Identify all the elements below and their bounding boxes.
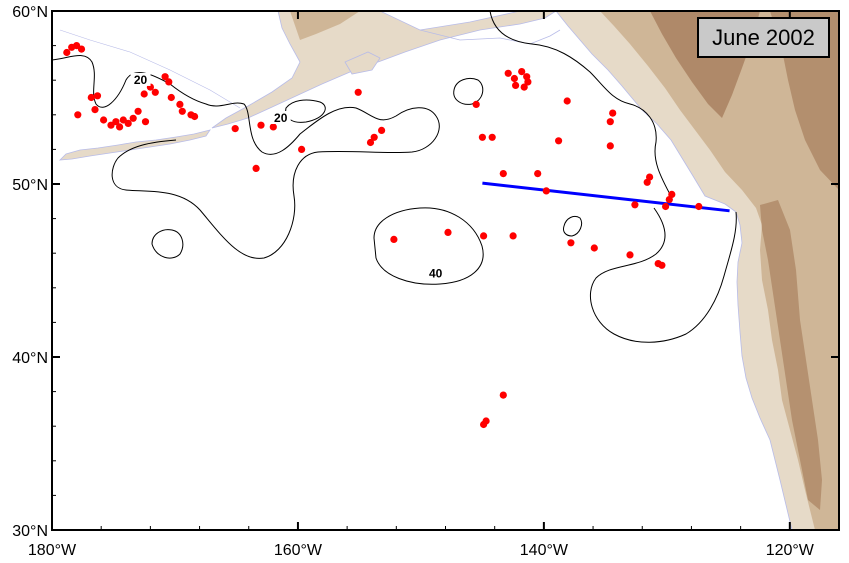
station-point-42 — [499, 170, 507, 178]
station-point-31 — [298, 145, 306, 153]
lon-tick-label-3: 120°W — [766, 542, 815, 559]
station-point-8 — [100, 116, 108, 124]
station-point-38 — [480, 232, 488, 240]
station-point-54 — [563, 97, 571, 105]
station-point-72 — [499, 391, 507, 399]
station-point-57 — [606, 118, 614, 126]
longitude-axis: 180°W 160°W 140°W 120°W — [28, 11, 840, 559]
lon-tick-label-1: 160°W — [274, 542, 323, 559]
station-point-41 — [488, 133, 496, 141]
station-point-63 — [646, 173, 654, 181]
station-point-55 — [567, 239, 575, 247]
contour-labels: 20 20 40 — [130, 72, 446, 281]
station-point-34 — [370, 133, 378, 141]
contour-label-bg-0 — [130, 72, 151, 86]
lat-tick-label-1: 50°N — [12, 177, 48, 194]
station-point-20 — [161, 73, 169, 81]
station-point-36 — [390, 235, 398, 243]
lon-tick-label-2: 140°W — [520, 542, 569, 559]
station-point-43 — [509, 232, 517, 240]
station-point-71 — [482, 417, 490, 425]
contour-gulf-loop — [453, 77, 484, 105]
station-point-46 — [518, 68, 526, 76]
station-point-10 — [112, 118, 120, 126]
station-point-58 — [609, 109, 617, 117]
station-point-28 — [257, 121, 265, 129]
contour-label-bg-2 — [425, 266, 446, 280]
station-point-68 — [662, 202, 670, 211]
station-point-60 — [626, 251, 634, 259]
lat-tick-label-3: 30°N — [12, 523, 48, 540]
station-point-21 — [165, 78, 173, 86]
land-cascades — [760, 200, 822, 510]
station-point-32 — [354, 88, 362, 96]
alaska-peninsula — [211, 11, 557, 129]
station-point-13 — [124, 119, 132, 127]
station-point-50 — [524, 78, 532, 86]
station-point-29 — [269, 123, 277, 131]
station-point-5 — [87, 93, 95, 102]
lat-tick-label-0: 60°N — [12, 4, 48, 21]
lon-tick-label-0: 180°W — [28, 542, 77, 559]
station-point-56 — [590, 244, 598, 252]
station-point-27 — [231, 125, 239, 133]
kodiak-island — [344, 51, 381, 75]
station-point-23 — [176, 100, 184, 108]
station-point-24 — [178, 107, 186, 115]
station-point-6 — [93, 92, 102, 100]
latitude-axis: 60°N 50°N 40°N 30°N — [12, 4, 839, 540]
station-point-52 — [542, 187, 550, 195]
contour-label-1: 20 — [274, 111, 288, 125]
station-point-4 — [74, 111, 82, 119]
station-point-51 — [534, 170, 542, 178]
contour-east-loop — [589, 207, 737, 343]
station-point-30 — [252, 164, 260, 172]
station-point-48 — [511, 81, 520, 89]
station-point-7 — [91, 106, 99, 114]
station-point-35 — [378, 126, 386, 134]
station-point-2 — [77, 45, 86, 53]
station-point-37 — [444, 228, 452, 236]
station-point-15 — [134, 107, 142, 115]
contour-20-east — [489, 11, 673, 199]
station-point-14 — [129, 114, 137, 122]
station-point-61 — [631, 201, 639, 209]
station-point-40 — [478, 133, 486, 141]
station-point-26 — [191, 112, 199, 121]
contour-eddy-west — [151, 229, 184, 259]
contour-label-bg-1 — [270, 110, 291, 124]
station-point-65 — [658, 261, 666, 269]
contour-label-0: 20 — [134, 73, 148, 87]
aleutian-islands — [58, 129, 211, 161]
station-point-33 — [366, 138, 375, 147]
station-point-53 — [555, 137, 563, 145]
contour-eddy-small — [563, 215, 583, 237]
alaska-gulf-coast — [419, 29, 561, 45]
land-highlands — [600, 11, 839, 530]
station-point-69 — [695, 202, 703, 211]
station-point-67 — [668, 190, 676, 198]
lat-tick-label-2: 40°N — [12, 350, 48, 367]
station-point-11 — [116, 123, 124, 131]
station-point-45 — [510, 74, 518, 83]
station-point-39 — [472, 100, 480, 108]
station-point-19 — [151, 88, 159, 96]
station-point-3 — [63, 48, 71, 57]
station-point-44 — [504, 69, 512, 77]
date-label: June 2002 — [712, 24, 815, 50]
bering-shelf-edge — [59, 29, 241, 109]
station-points — [63, 42, 703, 429]
station-point-49 — [520, 83, 528, 91]
date-label-box: June 2002 — [697, 17, 830, 58]
station-point-22 — [167, 93, 175, 102]
station-point-59 — [606, 142, 614, 150]
alaska-highlands — [290, 11, 360, 40]
contour-label-2: 40 — [429, 267, 443, 281]
transect-line — [482, 181, 730, 213]
station-point-17 — [140, 90, 148, 98]
contour-40-central — [373, 207, 484, 285]
station-point-16 — [141, 118, 150, 126]
contours — [52, 11, 737, 343]
